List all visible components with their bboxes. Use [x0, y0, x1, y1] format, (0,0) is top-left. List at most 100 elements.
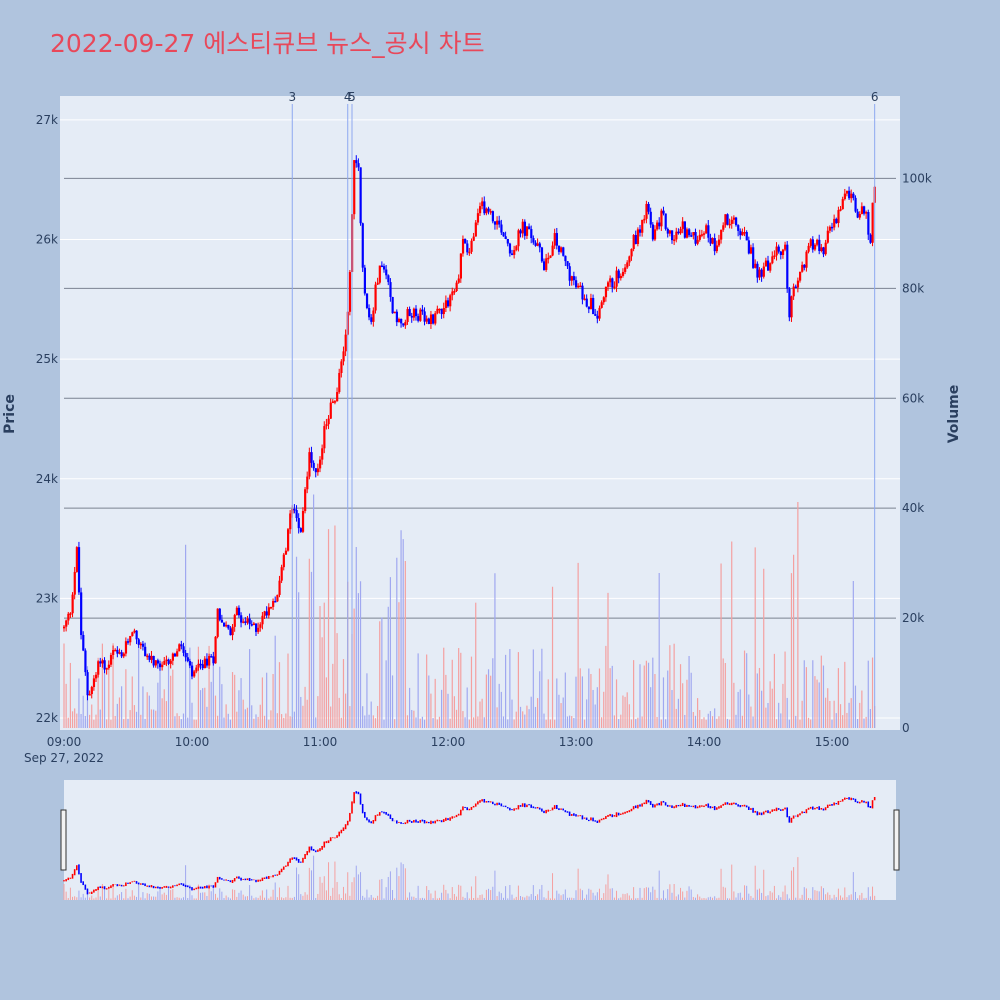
candle-body [90, 687, 93, 695]
candle-body [186, 657, 189, 662]
candle-body [144, 646, 147, 657]
candle-body [139, 643, 142, 646]
candle-body [225, 624, 228, 627]
candle-body [807, 245, 810, 252]
candle-body [82, 634, 85, 651]
candle-body [813, 244, 817, 250]
candle-body [549, 255, 552, 258]
candle-body [557, 245, 561, 252]
candle-body [195, 667, 198, 672]
candle-body [705, 225, 708, 234]
candle-body [205, 658, 209, 666]
candle-body [506, 238, 509, 244]
candle-body [459, 253, 462, 279]
range-slider-handle-right[interactable] [893, 809, 900, 871]
candle-body [323, 426, 326, 449]
candle-body [415, 308, 418, 317]
candle-body [854, 197, 857, 212]
candle-body [191, 665, 194, 677]
candle-body [752, 247, 755, 268]
candle-body [263, 611, 266, 616]
candle-body [408, 309, 411, 316]
price-tick-label: 24k [36, 472, 58, 486]
candle-body [779, 251, 782, 255]
candle-body [152, 655, 155, 666]
candle-body [713, 238, 716, 252]
candle-body [675, 231, 678, 240]
candle-body [438, 308, 441, 311]
candle-body [440, 308, 443, 315]
range-slider-background[interactable] [64, 780, 896, 900]
candle-body [577, 285, 580, 288]
range-slider-handle-left[interactable] [60, 809, 67, 871]
candle-body [282, 554, 285, 568]
candle-body [696, 239, 699, 244]
candle-body [572, 276, 576, 281]
candle-body [547, 257, 550, 260]
candle-body [538, 243, 541, 248]
candle-body [67, 613, 70, 621]
candle-body [176, 651, 179, 657]
candle-body [677, 231, 680, 234]
candle-body [434, 313, 437, 324]
price-axis-ticks: 22k 23k 24k 25k 26k 27k [36, 113, 58, 725]
candle-body [372, 310, 375, 322]
candle-body [429, 314, 433, 324]
candle-body [167, 659, 170, 664]
candle-body [406, 309, 409, 322]
candle-body [146, 655, 149, 658]
candle-body [540, 247, 544, 262]
candle-body [314, 468, 317, 473]
candle-body [163, 660, 166, 665]
candle-body [242, 621, 245, 623]
candle-body [724, 214, 727, 226]
candle-body [656, 222, 659, 230]
candle-body [199, 663, 202, 666]
candle-body [805, 251, 808, 268]
candle-body [319, 459, 322, 469]
candle-body [850, 193, 853, 199]
candle-body [653, 229, 657, 240]
candle-body [427, 318, 430, 324]
candle-body [114, 649, 117, 652]
candle-body [643, 218, 646, 221]
candle-body [845, 190, 849, 194]
candle-body [95, 674, 98, 679]
candle-body [692, 232, 695, 236]
date-label: Sep 27, 2022 [24, 751, 104, 765]
candle-body [649, 211, 652, 225]
candle-body [579, 285, 582, 288]
candle-body [421, 309, 424, 312]
candle-body [402, 323, 405, 326]
price-tick-label: 22k [36, 711, 58, 725]
candle-body [457, 278, 460, 283]
time-axis-ticks: 09:00 10:00 11:00 12:00 13:00 14:00 15:00 [47, 735, 850, 749]
candle-body [410, 315, 413, 318]
candle-body [252, 623, 256, 625]
candle-body [771, 256, 774, 264]
candle-body [688, 229, 691, 236]
candle-body [135, 630, 138, 640]
main-plot-background [60, 96, 900, 730]
candle-body [325, 424, 328, 427]
candle-body [835, 218, 838, 224]
candle-body [545, 258, 548, 270]
candle-body [589, 297, 593, 310]
candle-body [536, 243, 539, 246]
candle-body [395, 311, 398, 323]
candle-body [73, 571, 76, 595]
candle-body [233, 615, 236, 627]
news-event-lines: 3 45 6 [288, 90, 878, 728]
candle-body [543, 261, 546, 270]
candle-body [77, 547, 81, 593]
candle-body [385, 269, 388, 276]
candle-body [585, 298, 588, 307]
candle-body [99, 661, 102, 664]
candle-body [624, 267, 627, 272]
price-tick-label: 23k [36, 591, 58, 605]
candle-body [257, 627, 260, 632]
candle-body [188, 661, 192, 666]
candle-body [389, 282, 392, 297]
candle-body [747, 240, 750, 254]
candle-body [711, 238, 714, 244]
